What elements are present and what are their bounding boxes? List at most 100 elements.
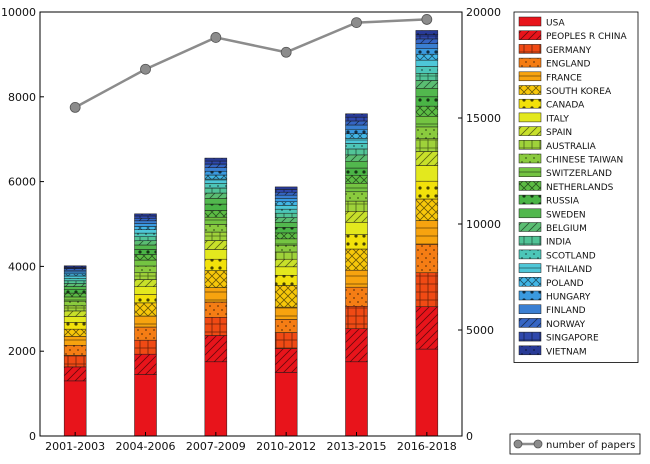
bar-stack-2001-2003 [63, 265, 87, 437]
bar-scotland-2013-2015 [345, 143, 368, 150]
legend-swatch-norway [518, 318, 542, 328]
papers-point-2013-2015 [351, 17, 362, 29]
bar-england-2001-2003 [63, 345, 87, 356]
bar-india-2004-2006 [134, 236, 157, 241]
right-tick-label: 20000 [466, 6, 501, 19]
bar-finland-2001-2003 [63, 269, 87, 273]
bar-spain-2007-2009 [204, 240, 228, 250]
bar-netherlands-2013-2015 [345, 174, 368, 184]
bar-australia-2016-2018 [415, 138, 439, 152]
bar-switzerland-2001-2003 [63, 296, 87, 302]
legend-label-australia: AUSTRALIA [546, 142, 597, 152]
bar-norway-2007-2009 [204, 163, 228, 168]
bar-canada-2001-2003 [63, 322, 87, 330]
bar-france-2010-2012 [274, 306, 298, 320]
legend-swatch-australia [518, 140, 542, 150]
bar-singapore-2016-2018 [415, 34, 439, 40]
right-tick-label: 10000 [466, 218, 501, 231]
legend-swatch-hungary [518, 290, 542, 301]
bar-belgium-2013-2015 [345, 154, 368, 162]
bar-stack-2010-2012 [274, 186, 298, 437]
bar-south-korea-2013-2015 [345, 248, 368, 271]
bar-usa-2004-2006 [134, 374, 157, 437]
legend-label-germany: GERMANY [546, 46, 592, 56]
bar-switzerland-2013-2015 [345, 183, 368, 193]
legend-label-france: FRANCE [546, 73, 582, 83]
legend-label-usa: USA [546, 19, 565, 29]
bar-poland-2013-2015 [345, 133, 368, 139]
bar-chinese-taiwan-2016-2018 [415, 126, 439, 140]
bar-belgium-2004-2006 [134, 240, 157, 246]
bar-scotland-2001-2003 [63, 278, 87, 282]
legend-label-italy: ITALY [546, 114, 569, 124]
bar-france-2004-2006 [134, 315, 157, 328]
bar-poland-2004-2006 [134, 226, 157, 230]
bar-switzerland-2010-2012 [274, 238, 298, 246]
bar-singapore-2010-2012 [274, 189, 298, 193]
legend-swatch-singapore [518, 331, 542, 342]
bar-poland-2007-2009 [204, 174, 228, 180]
legend-label-singapore: SINGAPORE [546, 334, 599, 344]
bar-belgium-2001-2003 [63, 283, 87, 287]
bar-norway-2016-2018 [415, 38, 439, 44]
bar-sweden-2007-2009 [204, 198, 228, 205]
legend-label-england: ENGLAND [546, 60, 591, 70]
bar-finland-2004-2006 [134, 220, 157, 224]
legend-swatch-scotland [518, 249, 542, 260]
bar-india-2001-2003 [63, 280, 87, 284]
legend-swatch-germany [518, 44, 542, 54]
bar-italy-2010-2012 [274, 266, 298, 276]
bar-india-2010-2012 [274, 212, 298, 218]
legend-label-netherlands: NETHERLANDS [546, 183, 614, 193]
bar-italy-2007-2009 [204, 249, 228, 260]
bar-vietnam-2010-2012 [274, 186, 298, 190]
bar-sweden-2013-2015 [345, 160, 368, 169]
bar-india-2013-2015 [345, 148, 368, 156]
bar-france-2007-2009 [204, 287, 228, 303]
legend-label-switzerland: SWITZERLAND [546, 169, 612, 179]
bar-thailand-2013-2015 [345, 138, 368, 144]
bar-chinese-taiwan-2007-2009 [204, 224, 228, 233]
bar-canada-2004-2006 [134, 294, 157, 304]
bar-sweden-2001-2003 [63, 286, 87, 290]
bar-russia-2013-2015 [345, 167, 368, 176]
legend-swatch-vietnam [518, 345, 542, 356]
bar-norway-2013-2015 [345, 120, 368, 126]
bar-england-2013-2015 [345, 286, 368, 307]
bar-canada-2010-2012 [274, 275, 298, 286]
legend-label-south-korea: SOUTH KOREA [546, 87, 612, 97]
legend-label-peoples-r-china: PEOPLES R CHINA [546, 32, 627, 42]
bar-hungary-2004-2006 [134, 223, 157, 227]
bar-england-2010-2012 [274, 319, 298, 333]
axes: 0 2000 4000 6000 8000 10000 0 5000 10000 15000 200… [1, 6, 501, 453]
bar-germany-2007-2009 [204, 317, 228, 336]
x-tick-label-2001-2003: 2001-2003 [45, 440, 105, 453]
legend-label-chinese-taiwan: CHINESE TAIWAN [546, 156, 623, 166]
bar-canada-2007-2009 [204, 258, 228, 271]
bar-spain-2013-2015 [345, 211, 368, 223]
papers-point-2007-2009 [210, 32, 222, 43]
bar-usa-2013-2015 [345, 361, 368, 437]
left-tick-label: 8000 [8, 91, 36, 104]
bar-usa-2016-2018 [415, 348, 439, 437]
bar-singapore-2007-2009 [204, 160, 228, 165]
legend-label-norway: NORWAY [546, 320, 586, 330]
legend-swatch-finland [518, 304, 542, 314]
bar-chinese-taiwan-2004-2006 [134, 265, 157, 274]
x-tick-label-2004-2006: 2004-2006 [116, 440, 176, 453]
legend-swatch-peoples-r-china [518, 30, 542, 40]
bar-scotland-2007-2009 [204, 183, 228, 189]
x-tick-label-2007-2009: 2007-2009 [186, 440, 246, 453]
bar-south-korea-2007-2009 [204, 270, 228, 288]
bar-spain-2001-2003 [63, 310, 87, 317]
bar-finland-2013-2015 [345, 124, 368, 130]
bar-stack-2013-2015 [345, 113, 368, 437]
bar-chinese-taiwan-2001-2003 [63, 300, 87, 307]
bar-peoples-r-china-2004-2006 [134, 353, 157, 375]
bar-hungary-2010-2012 [274, 198, 298, 202]
plot-frame [39, 11, 463, 437]
bar-thailand-2001-2003 [63, 275, 87, 279]
bar-sweden-2004-2006 [134, 244, 157, 250]
bar-thailand-2004-2006 [134, 229, 157, 234]
